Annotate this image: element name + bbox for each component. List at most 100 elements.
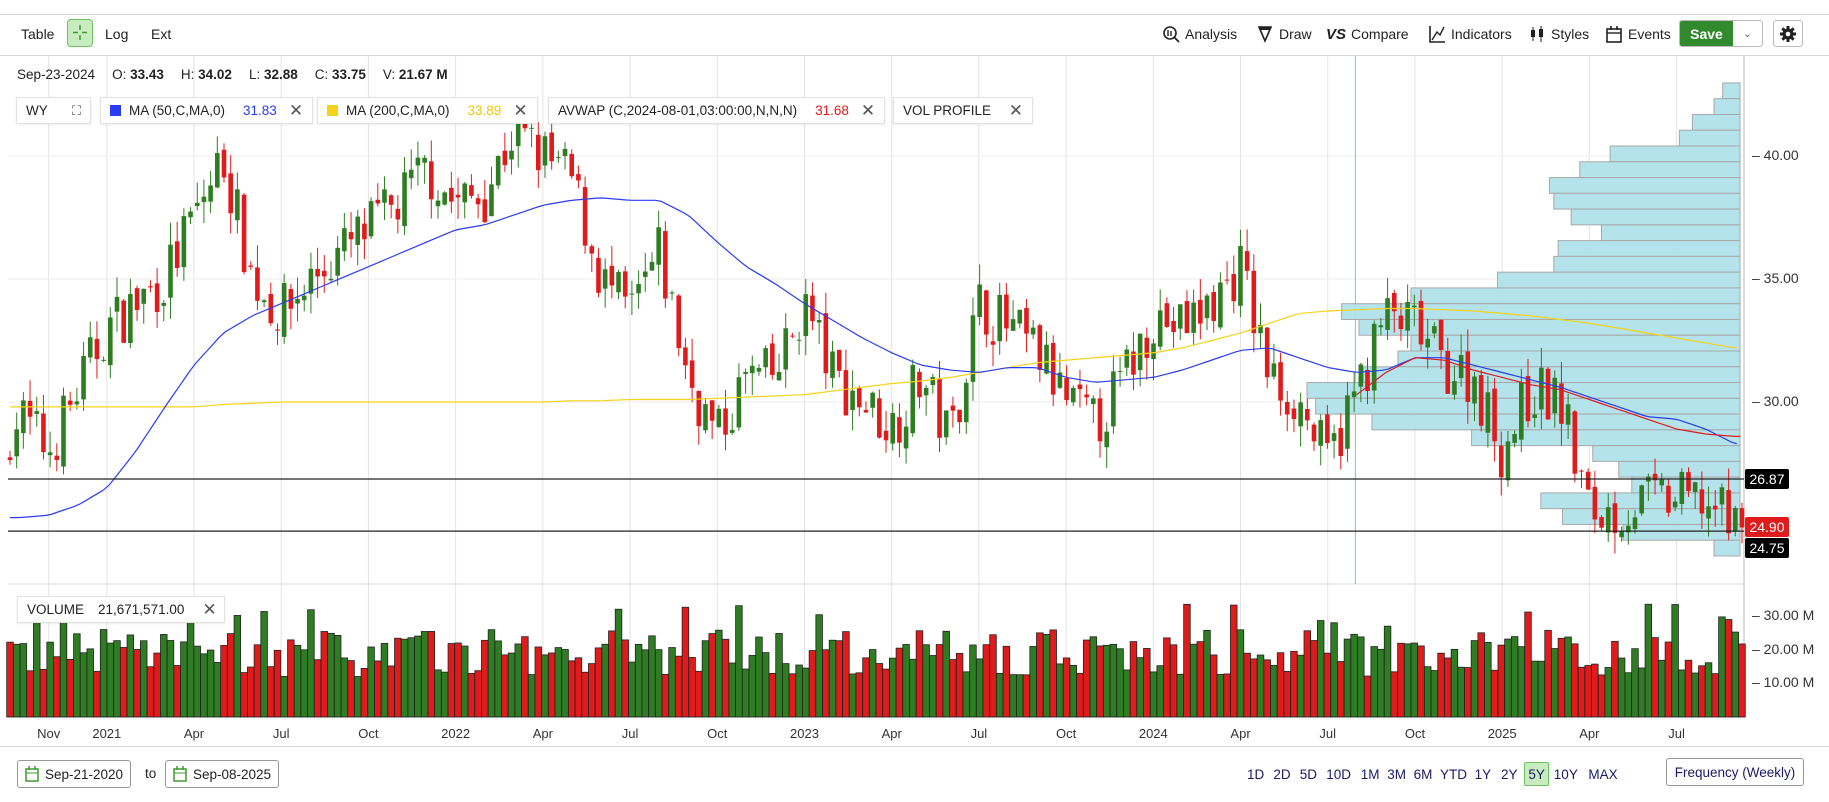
volume-bar — [320, 631, 328, 718]
close-icon[interactable]: ✕ — [1008, 100, 1023, 120]
analysis-button[interactable]: Analysis — [1162, 22, 1237, 46]
volume-chip[interactable]: VOLUME 21,671,571.00 ✕ — [17, 596, 225, 623]
range-6m[interactable]: 6M — [1413, 766, 1433, 782]
draw-button[interactable]: Draw — [1256, 22, 1312, 46]
avwap-chip[interactable]: AVWAP (C,2024-08-01,03:00:00,N,N,N) 31.6… — [548, 97, 886, 124]
volume-bar — [73, 633, 81, 718]
save-button[interactable]: Save — [1680, 21, 1733, 46]
ext-button[interactable]: Ext — [151, 22, 171, 46]
settings-button[interactable] — [1773, 20, 1803, 47]
volume-bar — [119, 647, 128, 718]
volume-profile-bin — [1553, 255, 1741, 273]
volume-bar — [1410, 642, 1419, 718]
range-1d[interactable]: 1D — [1247, 766, 1265, 782]
candle-down — [1224, 279, 1230, 281]
volume-bar — [902, 644, 910, 718]
candle-up — [1706, 506, 1711, 519]
volume-axis-label: – 20.00 M — [1752, 640, 1815, 657]
log-button[interactable]: Log — [105, 22, 128, 46]
candle-down — [770, 343, 775, 375]
volume-bar — [354, 676, 362, 718]
from-date-picker[interactable]: Sep-21-2020 — [17, 760, 132, 788]
candle-up — [1151, 343, 1156, 360]
volume-bar — [868, 649, 877, 718]
volume-bar — [1711, 673, 1719, 718]
range-1m[interactable]: 1M — [1360, 766, 1380, 782]
range-10d[interactable]: 10D — [1326, 766, 1351, 782]
candle-down — [1338, 428, 1344, 456]
range-10y[interactable]: 10Y — [1553, 766, 1578, 782]
candle-up — [562, 148, 568, 157]
candle-down — [241, 194, 247, 273]
candle-up — [215, 153, 220, 188]
volume-bar — [1698, 665, 1706, 718]
volume-bar — [588, 663, 596, 718]
volume-bar — [1283, 670, 1291, 718]
candle-up — [1091, 398, 1096, 405]
candle-up — [729, 430, 735, 433]
volume-bar — [748, 655, 756, 718]
close-icon[interactable]: ✕ — [860, 100, 876, 120]
ma200-chip[interactable]: MA (200,C,MA,0) 33.89 ✕ — [317, 97, 538, 124]
volume-bar — [782, 663, 790, 718]
volume-bar — [527, 674, 536, 718]
volume-bar — [909, 658, 917, 718]
compare-label: Compare — [1351, 26, 1409, 42]
events-button[interactable]: Events — [1605, 22, 1671, 46]
volume-bar — [1611, 640, 1619, 718]
close-icon[interactable]: ✕ — [288, 100, 304, 120]
candle-down — [1064, 378, 1069, 401]
volume-bar — [19, 643, 28, 718]
to-date-picker[interactable]: Sep-08-2025 — [165, 760, 280, 788]
range-2y[interactable]: 2Y — [1501, 766, 1518, 782]
save-dropdown-chevron-icon[interactable]: ⌄ — [1742, 28, 1753, 40]
indicators-button[interactable]: Indicators — [1428, 22, 1512, 46]
symbol-chip[interactable]: WY ⛶ — [16, 97, 91, 124]
volume-bar — [982, 644, 991, 718]
volume-bar — [1497, 644, 1505, 718]
volume-bar — [293, 644, 302, 718]
candle-up — [602, 269, 608, 289]
range-max[interactable]: MAX — [1588, 766, 1618, 782]
volume-bar — [414, 635, 422, 718]
volume-bar — [1169, 644, 1178, 718]
volume-bar — [1009, 674, 1017, 718]
compare-button[interactable]: VS Compare — [1326, 22, 1409, 46]
time-axis-label: 2021 — [92, 726, 122, 741]
styles-button[interactable]: Styles — [1528, 22, 1589, 46]
range-1y[interactable]: 1Y — [1474, 766, 1492, 782]
crosshair-toggle[interactable] — [67, 19, 93, 47]
candle-up — [1512, 433, 1517, 443]
volume-bar — [287, 639, 295, 718]
volume-bar — [1383, 625, 1392, 718]
fullscreen-icon[interactable]: ⛶ — [71, 102, 81, 118]
volprofile-chip[interactable]: VOL PROFILE ✕ — [893, 97, 1033, 124]
volume-bar — [534, 646, 542, 718]
volume-bar — [400, 638, 409, 718]
volume-bar — [768, 673, 777, 718]
close-icon[interactable]: ✕ — [202, 599, 217, 619]
candle-down — [1084, 394, 1089, 398]
frequency-button[interactable]: Frequency (Weekly) — [1666, 758, 1804, 786]
range-2d[interactable]: 2D — [1273, 766, 1291, 782]
volume-bar — [1029, 646, 1037, 718]
table-button[interactable]: Table — [21, 22, 54, 46]
range-5d[interactable]: 5D — [1299, 766, 1318, 782]
volume-bar — [1651, 637, 1659, 718]
range-ytd[interactable]: YTD — [1440, 766, 1467, 782]
analysis-magnifier-icon — [1163, 26, 1180, 43]
candle-down — [609, 265, 615, 286]
close-icon[interactable]: ✕ — [513, 100, 528, 120]
time-axis-label: Jul — [272, 726, 290, 741]
range-3m[interactable]: 3M — [1387, 766, 1406, 782]
volume-bar — [1270, 665, 1278, 718]
range-5y[interactable]: 5Y — [1524, 762, 1549, 786]
candle-up — [669, 292, 675, 294]
volume-bar — [273, 649, 282, 718]
candle-up — [168, 244, 173, 298]
ma50-chip[interactable]: MA (50,C,MA,0) 31.83 ✕ — [100, 97, 314, 124]
volume-bar — [1510, 636, 1519, 718]
volume-bar — [889, 657, 897, 718]
candle-down — [1699, 489, 1705, 514]
